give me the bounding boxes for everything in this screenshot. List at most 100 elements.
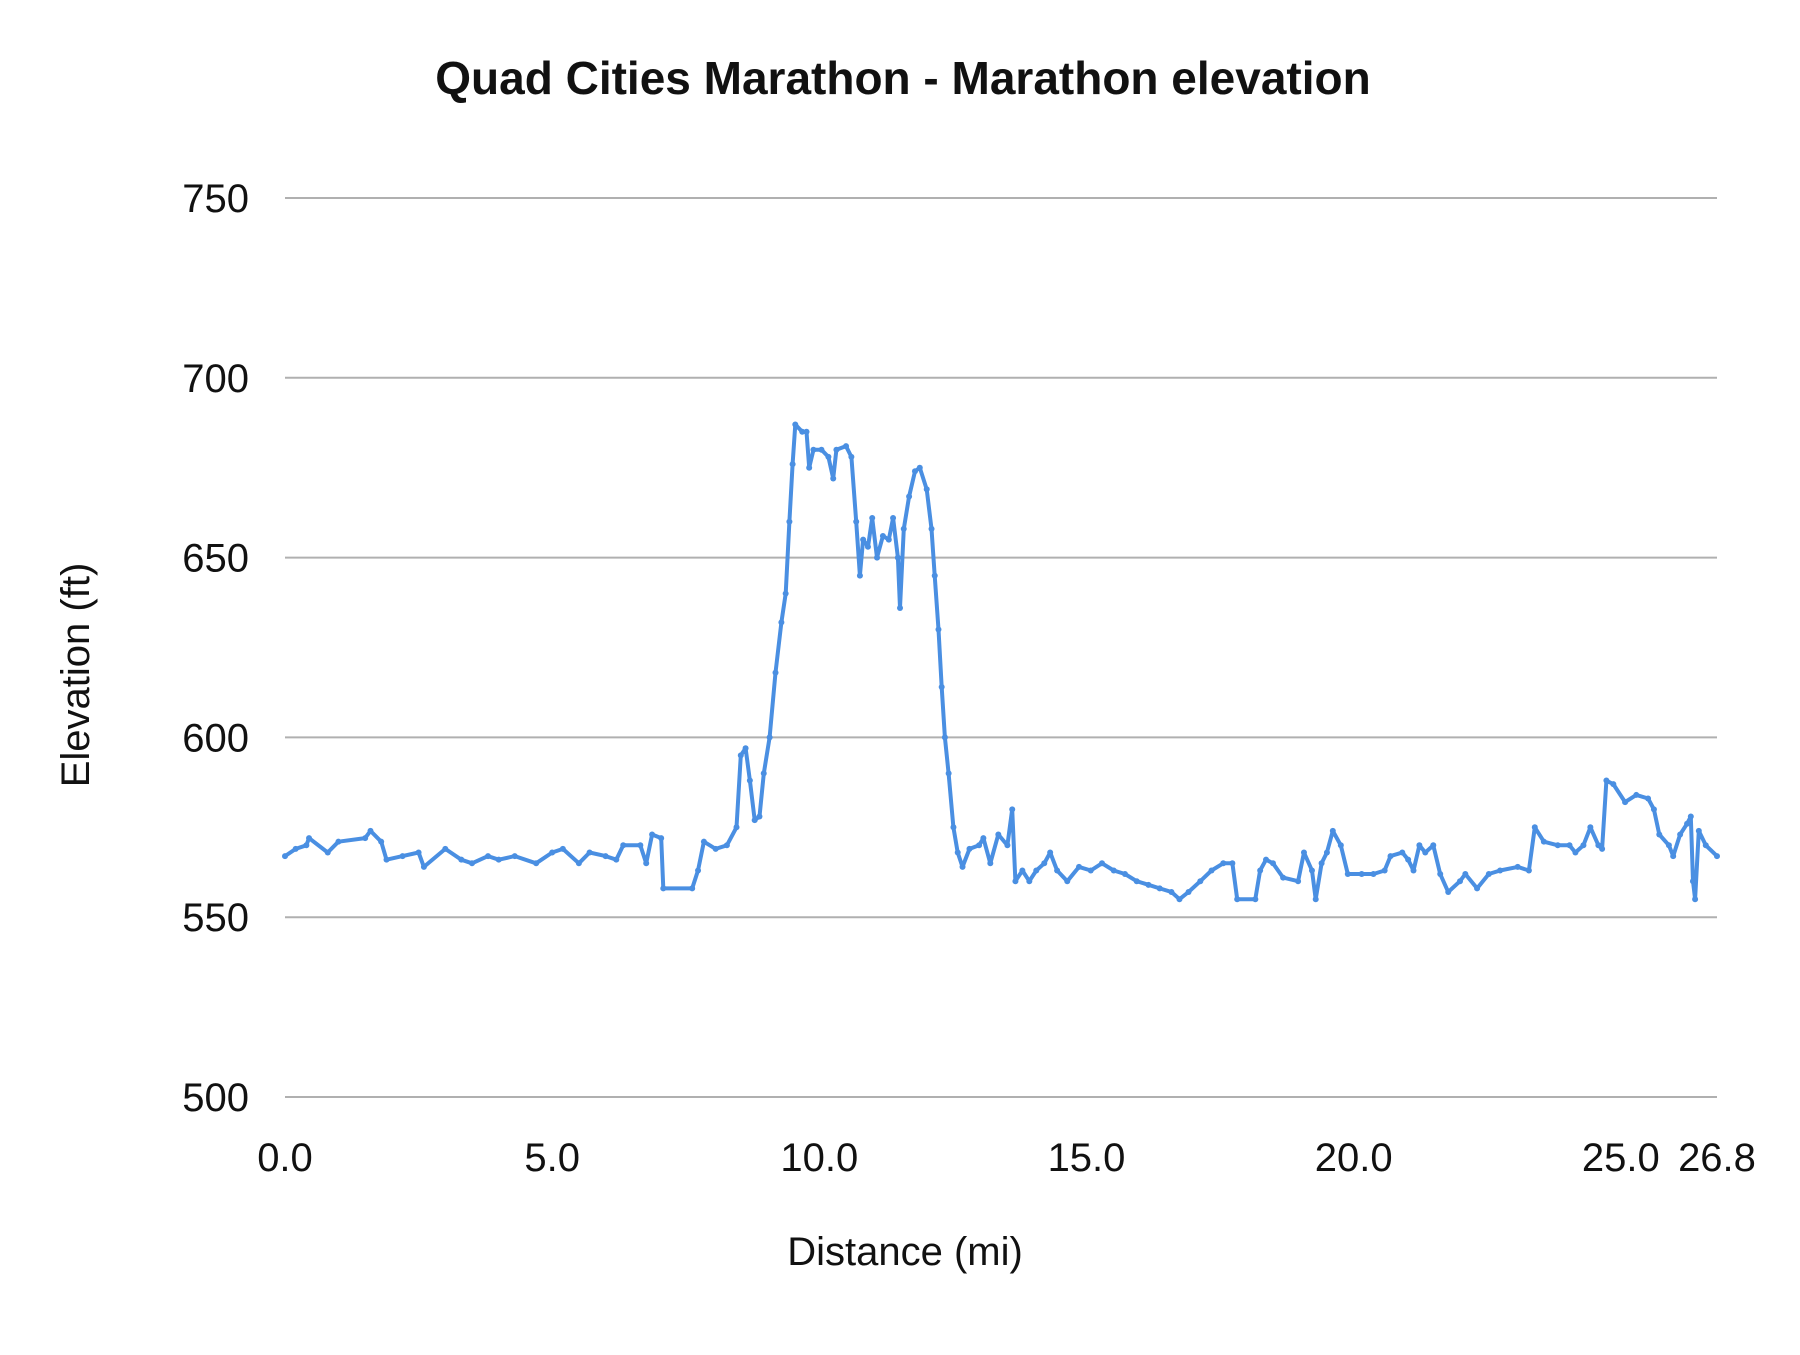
data-point: [869, 515, 876, 522]
data-point: [485, 853, 492, 860]
x-tick-label: 5.0: [524, 1136, 580, 1180]
data-point: [1416, 842, 1423, 849]
data-point: [1656, 831, 1663, 838]
y-axis-title: Elevation (ft): [54, 563, 98, 788]
data-point: [1387, 853, 1394, 860]
data-point: [980, 835, 987, 842]
data-point: [1622, 799, 1629, 806]
data-point: [1497, 867, 1504, 874]
data-point: [746, 777, 753, 784]
data-point: [303, 842, 310, 849]
data-point: [792, 421, 799, 428]
data-point: [1485, 871, 1492, 878]
data-point: [890, 515, 897, 522]
data-point: [575, 860, 582, 867]
data-point: [772, 669, 779, 676]
data-point: [928, 525, 935, 532]
x-tick-label: 15.0: [1048, 1136, 1126, 1180]
data-point: [1312, 896, 1319, 903]
data-point: [549, 849, 556, 856]
x-tick-label: 26.8: [1678, 1136, 1756, 1180]
data-point: [1133, 878, 1140, 885]
data-point: [1525, 867, 1532, 874]
data-point: [941, 734, 948, 741]
data-point: [782, 590, 789, 597]
data-point: [695, 867, 702, 874]
data-point: [1405, 856, 1412, 863]
data-point: [1121, 871, 1128, 878]
series-line: [283, 422, 1719, 902]
data-point: [1323, 849, 1330, 856]
data-point: [511, 853, 518, 860]
data-point: [995, 831, 1002, 838]
data-point: [897, 604, 904, 611]
data-point: [1176, 896, 1183, 903]
data-point: [1269, 860, 1276, 867]
data-point: [1318, 860, 1325, 867]
data-point: [1445, 889, 1452, 896]
data-point: [906, 493, 913, 500]
data-point: [324, 849, 331, 856]
data-point: [733, 824, 740, 831]
data-point: [1156, 885, 1163, 892]
data-point: [1110, 867, 1117, 874]
data-point: [1064, 878, 1071, 885]
data-point: [1514, 863, 1521, 870]
series-elevation: [282, 421, 1720, 903]
chart-title: Quad Cities Marathon - Marathon elevatio…: [435, 52, 1370, 104]
data-point: [660, 885, 667, 892]
data-point: [1185, 889, 1192, 896]
data-point: [1689, 878, 1696, 885]
data-point: [1554, 842, 1561, 849]
data-point: [1026, 878, 1033, 885]
data-point: [1009, 806, 1016, 813]
data-point: [442, 845, 449, 852]
data-point: [458, 856, 465, 863]
data-point: [1580, 842, 1587, 849]
data-point: [1692, 896, 1699, 903]
data-point: [1437, 871, 1444, 878]
data-point: [830, 475, 837, 482]
data-point: [602, 853, 609, 860]
data-point: [1633, 791, 1640, 798]
data-point: [1540, 838, 1547, 845]
data-point: [1677, 831, 1684, 838]
data-point: [966, 845, 973, 852]
data-point: [843, 443, 850, 450]
data-point: [916, 464, 923, 471]
data-point: [1197, 878, 1204, 885]
data-point: [1019, 867, 1026, 874]
x-tick-label: 10.0: [780, 1136, 858, 1180]
data-point: [935, 626, 942, 633]
x-tick-label: 20.0: [1315, 1136, 1393, 1180]
data-point: [742, 745, 749, 752]
data-point: [1012, 878, 1019, 885]
data-point: [860, 536, 867, 543]
data-point: [1714, 853, 1720, 860]
data-point: [533, 860, 540, 867]
data-point: [1263, 856, 1270, 863]
data-point: [1599, 845, 1606, 852]
data-point: [737, 752, 744, 759]
data-point: [723, 842, 730, 849]
data-point: [700, 838, 707, 845]
data-point: [613, 856, 620, 863]
data-point: [1430, 842, 1437, 849]
data-point: [945, 770, 952, 777]
data-point: [879, 533, 886, 540]
data-point: [1329, 827, 1336, 834]
data-point: [756, 813, 763, 820]
data-point: [799, 428, 806, 435]
data-point: [987, 860, 994, 867]
data-point: [959, 863, 966, 870]
data-point: [1358, 871, 1365, 878]
data-point: [1702, 842, 1709, 849]
y-tick-label: 500: [182, 1076, 249, 1120]
data-point: [620, 842, 627, 849]
data-point: [1229, 860, 1236, 867]
data-point: [1308, 867, 1315, 874]
data-point: [900, 525, 907, 532]
data-point: [712, 845, 719, 852]
data-point: [751, 817, 758, 824]
